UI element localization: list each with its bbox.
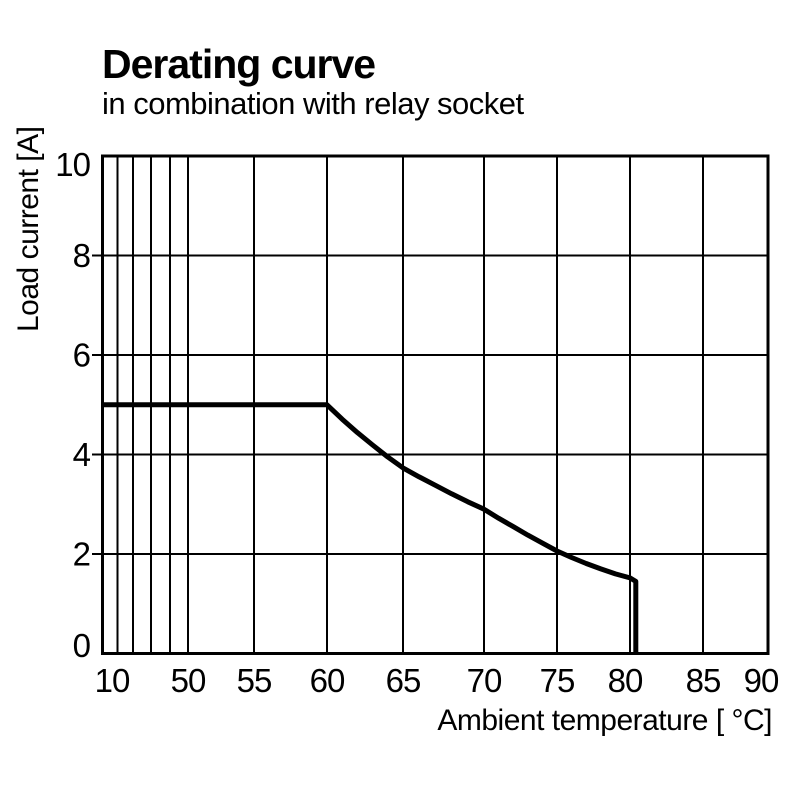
x-tick-label: 90: [744, 662, 779, 699]
chart-subtitle: in combination with relay socket: [102, 86, 524, 121]
x-tick-label: 75: [540, 662, 575, 699]
x-axis-title: Ambient temperature [ °C]: [437, 704, 772, 737]
x-tick-label: 80: [608, 662, 643, 699]
y-tick-label: 8: [73, 237, 90, 274]
y-tick-label: 2: [73, 536, 90, 573]
y-tick-label: 0: [73, 627, 91, 664]
x-tick-label: 70: [467, 662, 502, 699]
series-derating-limit: [102, 402, 639, 654]
x-tick-label: 60: [310, 662, 345, 699]
chart-title: Derating curve: [102, 41, 376, 87]
x-tick-label: 85: [686, 662, 721, 699]
y-tick-label: 6: [73, 337, 90, 374]
y-tick-label: 10: [55, 146, 90, 183]
y-tick-label: 4: [73, 436, 91, 473]
x-tick-label: 55: [237, 662, 272, 699]
x-tick-label: 50: [171, 662, 206, 699]
x-tick-label: 65: [386, 662, 421, 699]
x-tick-label: 10: [95, 662, 130, 699]
